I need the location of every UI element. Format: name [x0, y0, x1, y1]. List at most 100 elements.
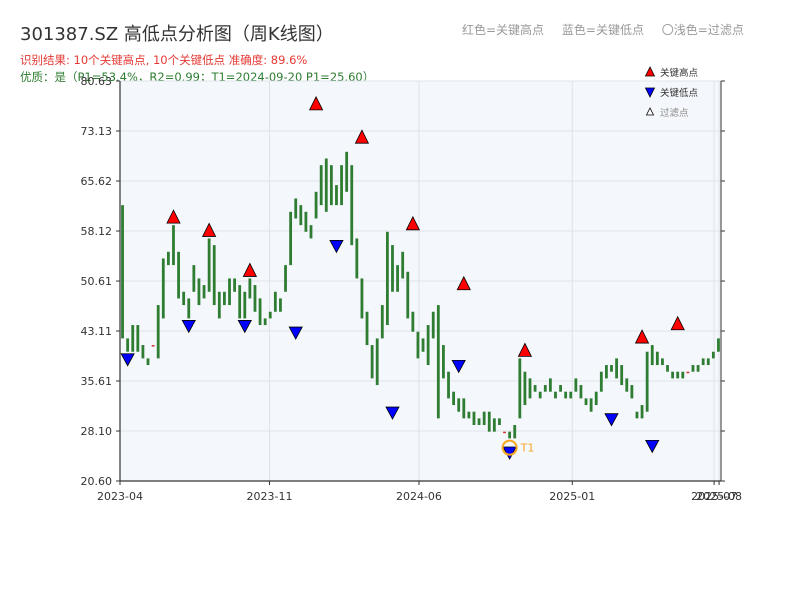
candle — [564, 391, 568, 399]
candle — [172, 225, 175, 266]
candle — [569, 391, 573, 399]
candle — [151, 345, 155, 347]
candle — [681, 371, 685, 379]
candle — [136, 325, 140, 352]
candle — [543, 385, 547, 392]
candle — [655, 351, 659, 366]
candle — [273, 291, 277, 312]
candle — [477, 418, 481, 426]
candle — [304, 211, 308, 232]
key-high-marker — [354, 129, 370, 144]
y-tick-label: 65.62 — [81, 175, 113, 188]
candle — [146, 358, 150, 366]
candle — [340, 165, 343, 206]
candle — [452, 391, 456, 406]
candle — [701, 358, 705, 366]
candle — [416, 331, 420, 359]
candle — [166, 251, 170, 266]
key-high-marker — [456, 275, 471, 291]
key-low-marker — [385, 406, 400, 420]
candle — [380, 305, 384, 339]
candle — [177, 251, 180, 299]
candle — [615, 358, 618, 379]
candle — [610, 365, 613, 372]
candle — [202, 285, 206, 299]
y-tick-label: 35.61 — [81, 375, 113, 388]
candle — [223, 291, 226, 306]
candle — [661, 358, 664, 366]
candle — [706, 358, 710, 366]
candle — [212, 245, 216, 306]
candle — [503, 431, 506, 434]
pivot-markers: T1 — [120, 95, 685, 460]
key-low-marker — [451, 359, 466, 374]
color-legend: 红色=关键高点 蓝色=关键低点 〇浅色=过滤点 — [462, 21, 758, 38]
candle — [548, 378, 552, 392]
legend-blue-text: 蓝色=关键低点 — [561, 23, 644, 37]
candle — [605, 365, 608, 379]
x-tick-label: 2025-07 — [691, 490, 737, 503]
candle — [314, 191, 318, 219]
candle — [309, 225, 313, 239]
candle — [492, 418, 496, 432]
legend-label: 过滤点 — [660, 107, 689, 119]
key-low-marker — [237, 320, 252, 334]
key-high-marker — [634, 329, 650, 344]
y-tick-label: 20.60 — [81, 475, 113, 488]
candle — [442, 345, 445, 379]
candle — [401, 251, 405, 279]
candle — [345, 151, 349, 192]
candle — [238, 285, 242, 319]
candle — [161, 258, 165, 319]
x-tick-label: 2025-08 — [696, 490, 742, 503]
candle — [192, 265, 196, 292]
candle — [518, 358, 522, 419]
y-tick-label: 58.12 — [81, 225, 113, 238]
candle — [365, 311, 369, 346]
candle — [350, 165, 354, 246]
candle — [472, 411, 476, 426]
candle — [447, 371, 450, 399]
candle — [599, 371, 603, 392]
candle — [523, 371, 527, 406]
candle — [650, 345, 654, 366]
x-tick-label: 2023-11 — [246, 490, 292, 503]
key-low-marker — [604, 413, 619, 427]
candle — [717, 338, 720, 352]
candle — [182, 291, 186, 306]
candle — [294, 198, 298, 219]
x-tick-label: 2025-01 — [549, 490, 595, 503]
candle — [666, 365, 669, 372]
candle — [228, 278, 231, 306]
candle — [268, 311, 272, 319]
candle — [360, 278, 364, 319]
y-tick-label: 43.11 — [81, 325, 113, 338]
key-high-marker — [670, 315, 685, 331]
candle — [482, 411, 486, 426]
key-high-marker — [405, 215, 421, 231]
candle — [513, 425, 517, 439]
candle — [426, 325, 430, 366]
y-tick-label: 50.61 — [81, 275, 113, 288]
candle — [711, 351, 715, 359]
candle — [243, 291, 247, 319]
candle — [370, 345, 374, 379]
candle — [355, 238, 359, 279]
candle-series — [121, 151, 720, 439]
candle — [319, 165, 323, 206]
t1-circle — [501, 439, 518, 456]
candle — [696, 365, 700, 372]
key-low-marker — [288, 326, 303, 340]
candle — [197, 278, 201, 306]
candle — [141, 345, 145, 359]
candle — [589, 398, 593, 412]
legend-marker — [644, 66, 656, 77]
candle — [187, 298, 191, 319]
y-tick-label: 80.63 — [81, 75, 113, 88]
legend-label: 关键高点 — [660, 67, 699, 79]
axes — [116, 80, 725, 485]
candle — [217, 291, 221, 319]
candle — [131, 325, 135, 352]
